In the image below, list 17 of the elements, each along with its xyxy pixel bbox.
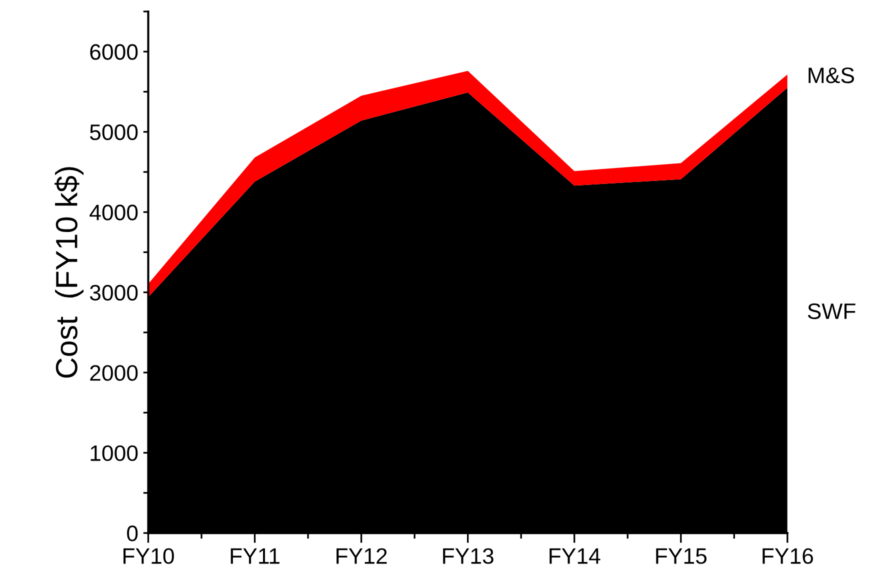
x-tick-label: FY13 [443, 548, 494, 564]
x-tick-label: FY15 [656, 548, 707, 564]
x-tick-label: FY16 [762, 548, 813, 564]
x-tick-label: FY12 [336, 548, 387, 564]
x-tick-label: FY10 [124, 548, 174, 564]
y-tick-label: 6000 [90, 44, 138, 60]
x-tick-label: FY14 [550, 548, 600, 564]
y-tick-label: 5000 [90, 124, 138, 140]
y-tick-label: 1000 [90, 445, 138, 462]
y-axis-title: Cost (FY10 k$) [54, 167, 84, 378]
series-label: M&S [808, 67, 854, 84]
y-tick-label: 2000 [90, 365, 138, 381]
y-tick-label: 4000 [90, 204, 138, 220]
x-tick-label: FY11 [230, 548, 280, 564]
y-tick-label: 0 [127, 526, 138, 542]
series-label: SWF [808, 303, 856, 320]
y-tick-label: 3000 [90, 284, 138, 301]
